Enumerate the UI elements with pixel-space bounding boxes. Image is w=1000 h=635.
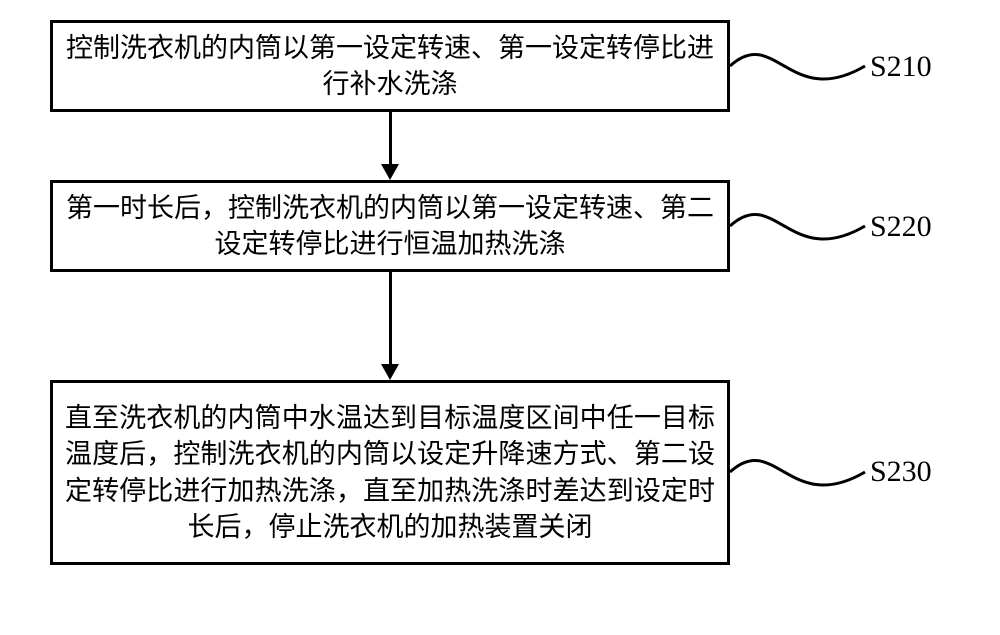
arrow-1-line (389, 112, 392, 164)
step-box-2: 第一时长后，控制洗衣机的内筒以第一设定转速、第二设定转停比进行恒温加热洗涤 (50, 180, 730, 272)
step-box-1: 控制洗衣机的内筒以第一设定转速、第一设定转停比进行补水洗涤 (50, 20, 730, 112)
step-box-3: 直至洗衣机的内筒中水温达到目标温度区间中任一目标温度后，控制洗衣机的内筒以设定升… (50, 380, 730, 565)
connector-1 (730, 40, 870, 100)
connector-3 (730, 446, 870, 506)
step-text-3: 直至洗衣机的内筒中水温达到目标温度区间中任一目标温度后，控制洗衣机的内筒以设定升… (65, 400, 715, 546)
step-label-3: S230 (870, 455, 932, 489)
arrow-2-line (389, 272, 392, 364)
connector-2 (730, 200, 870, 260)
step-label-1: S210 (870, 50, 932, 84)
step-text-2: 第一时长后，控制洗衣机的内筒以第一设定转速、第二设定转停比进行恒温加热洗涤 (65, 190, 715, 263)
flowchart-canvas: 控制洗衣机的内筒以第一设定转速、第一设定转停比进行补水洗涤 S210 第一时长后… (0, 0, 1000, 635)
arrow-1-head (381, 164, 399, 180)
arrow-2-head (381, 364, 399, 380)
step-label-2: S220 (870, 210, 932, 244)
step-text-1: 控制洗衣机的内筒以第一设定转速、第一设定转停比进行补水洗涤 (65, 30, 715, 103)
